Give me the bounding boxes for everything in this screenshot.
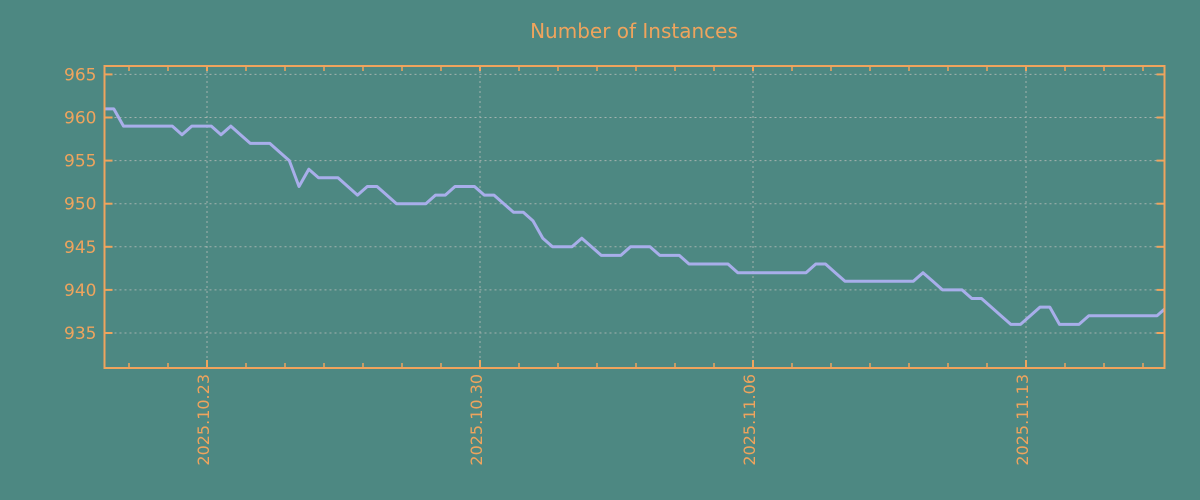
- axis-labels: 935 940 945 950 955 960 965 2025.10.23 2025.10.3…: [64, 65, 1032, 465]
- gridlines: [104, 66, 1165, 368]
- x-axis-tick-label: 2025.11.06: [740, 374, 759, 466]
- plot-border: [103, 65, 1166, 369]
- chart-title: Number of Instances: [530, 19, 738, 43]
- series-lines: [104, 107, 1165, 326]
- x-axis-tick-label: 2025.10.23: [194, 374, 213, 466]
- axis-ticks: [104, 66, 1165, 368]
- y-axis-tick-label: 935: [64, 324, 96, 344]
- x-axis-tick-label: 2025.11.13: [1013, 374, 1032, 466]
- y-axis-tick-label: 965: [64, 65, 96, 85]
- data-line-instances: [104, 107, 1165, 326]
- y-axis-tick-label: 940: [64, 281, 96, 301]
- y-axis-tick-label: 960: [64, 109, 96, 129]
- y-axis-tick-label: 950: [64, 195, 96, 215]
- x-axis-tick-label: 2025.10.30: [467, 374, 486, 466]
- y-axis-tick-label: 955: [64, 152, 96, 172]
- y-axis-tick-label: 945: [64, 238, 96, 258]
